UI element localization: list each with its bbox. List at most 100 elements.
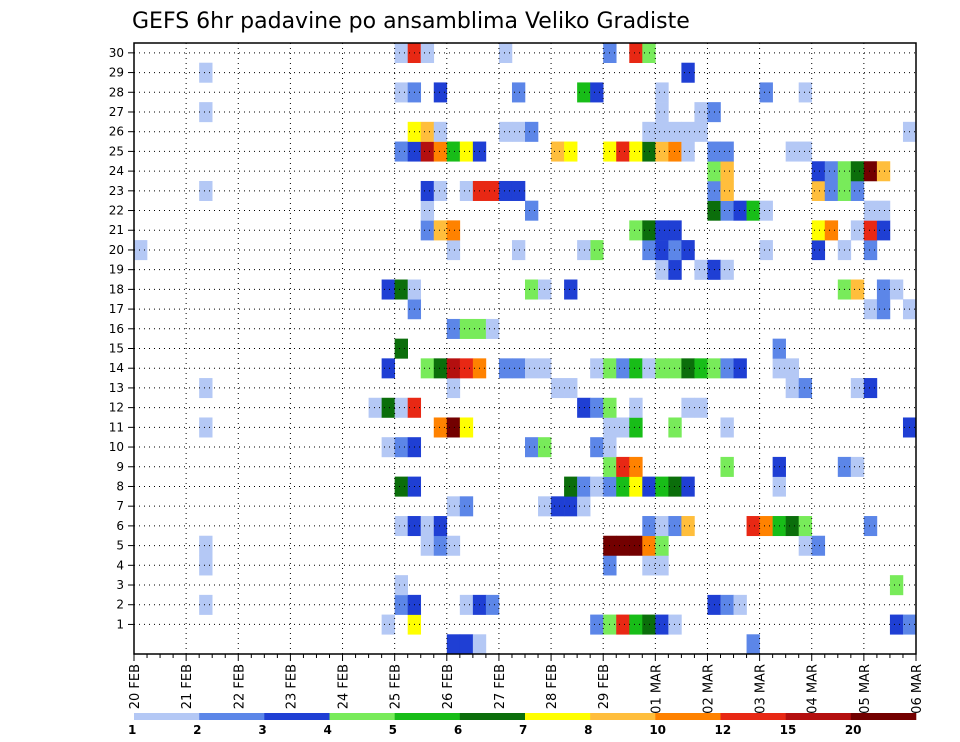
heatmap-cell: [420, 535, 435, 556]
x-tick-label: 29 FEB: [597, 664, 612, 709]
heatmap-cell: [577, 496, 591, 517]
heatmap-cell: [824, 180, 839, 201]
heatmap-cell: [850, 180, 865, 201]
heatmap-cell: [564, 279, 578, 300]
heatmap-cell: [798, 535, 813, 556]
heatmap-cell: [394, 516, 408, 537]
heatmap-cell: [590, 437, 604, 458]
heatmap-cell: [590, 614, 604, 635]
heatmap-cell: [394, 141, 408, 162]
heatmap-cell: [863, 378, 878, 399]
heatmap-cell: [420, 358, 435, 379]
y-tick-label: 22: [109, 204, 124, 218]
heatmap-cell: [420, 121, 435, 142]
x-tick-label: 25 FEB: [389, 664, 404, 709]
heatmap-cell: [629, 476, 643, 497]
heatmap-cell: [446, 318, 461, 339]
heatmap-cell: [629, 43, 643, 64]
heatmap-cell: [655, 516, 669, 537]
y-tick-label: 10: [109, 440, 124, 454]
heatmap-cell: [446, 240, 461, 261]
heatmap-cell: [863, 161, 878, 182]
legend-swatch: [134, 713, 200, 720]
legend-label: 8: [584, 723, 592, 737]
y-tick-label: 23: [109, 184, 124, 198]
heatmap-cell: [394, 437, 408, 458]
heatmap-cell: [199, 555, 213, 576]
heatmap-cell: [199, 594, 213, 615]
heatmap-cell: [616, 141, 630, 162]
heatmap-cell: [876, 220, 891, 241]
heatmap-cell: [459, 358, 474, 379]
heatmap-cell: [446, 496, 461, 517]
legend-label: 1: [128, 723, 136, 737]
y-tick-label: 4: [116, 558, 124, 572]
heatmap-cell: [642, 240, 656, 261]
heatmap-cell: [850, 279, 865, 300]
heatmap-cell: [616, 417, 630, 438]
heatmap-cell: [564, 496, 578, 517]
heatmap-cell: [668, 516, 682, 537]
heatmap-cell: [629, 614, 643, 635]
color-legend: 1 2 3 4 5 6 7 8 10 12 15 20: [128, 713, 917, 737]
heatmap-cell: [798, 141, 813, 162]
x-tick-label: 26 FEB: [441, 664, 456, 709]
heatmap-cell: [720, 259, 734, 280]
heatmap-cell: [642, 220, 656, 241]
x-tick-label: 03 MAR: [754, 664, 769, 714]
heatmap-cell: [199, 378, 213, 399]
heatmap-cell: [616, 614, 630, 635]
heatmap-cell: [746, 516, 760, 537]
heatmap-cell: [551, 141, 565, 162]
heatmap-cell: [498, 358, 513, 379]
heatmap-cell: [668, 259, 682, 280]
heatmap-cell: [134, 240, 148, 261]
heatmap-cell: [655, 259, 669, 280]
heatmap-cell: [746, 200, 760, 221]
y-tick-label: 21: [109, 223, 124, 237]
heatmap-cell: [564, 378, 578, 399]
heatmap-cell: [511, 121, 526, 142]
legend-label: 10: [649, 723, 666, 737]
heatmap-cell: [850, 161, 865, 182]
heatmap-cell: [199, 102, 213, 123]
heatmap-cell: [681, 516, 695, 537]
heatmap-cell: [720, 456, 734, 477]
heatmap-cells: [134, 43, 917, 655]
heatmap-cell: [720, 358, 734, 379]
heatmap-cell: [446, 358, 461, 379]
heatmap-cell: [616, 476, 630, 497]
x-tick-label: 05 MAR: [858, 664, 873, 714]
y-tick-label: 9: [116, 460, 124, 474]
heatmap-cell: [485, 318, 500, 339]
x-tick-label: 20 FEB: [128, 664, 143, 709]
y-tick-label: 14: [109, 361, 124, 375]
heatmap-cell: [668, 476, 682, 497]
heatmap-cell: [681, 358, 695, 379]
heatmap-cell: [394, 338, 408, 359]
heatmap-cell: [824, 161, 839, 182]
heatmap-cell: [394, 575, 408, 596]
legend-swatch: [264, 713, 330, 720]
legend-label: 3: [258, 723, 266, 737]
heatmap-cell: [498, 180, 513, 201]
heatmap-cell: [459, 180, 474, 201]
heatmap-cell: [889, 279, 904, 300]
heatmap-cell: [433, 417, 448, 438]
heatmap-cell: [459, 318, 474, 339]
heatmap-cell: [199, 417, 213, 438]
y-tick-label: 30: [109, 46, 124, 60]
heatmap-cell: [433, 358, 448, 379]
heatmap-cell: [863, 299, 878, 320]
legend-label: 15: [780, 723, 797, 737]
heatmap-cell: [746, 634, 760, 655]
y-tick-label: 6: [116, 519, 124, 533]
heatmap-cell: [785, 378, 799, 399]
y-tick-label: 1: [116, 617, 124, 631]
heatmap-cell: [694, 259, 708, 280]
heatmap-cell: [759, 240, 773, 261]
grid-lines: [134, 43, 916, 654]
heatmap-cell: [629, 358, 643, 379]
heatmap-cell: [199, 180, 213, 201]
